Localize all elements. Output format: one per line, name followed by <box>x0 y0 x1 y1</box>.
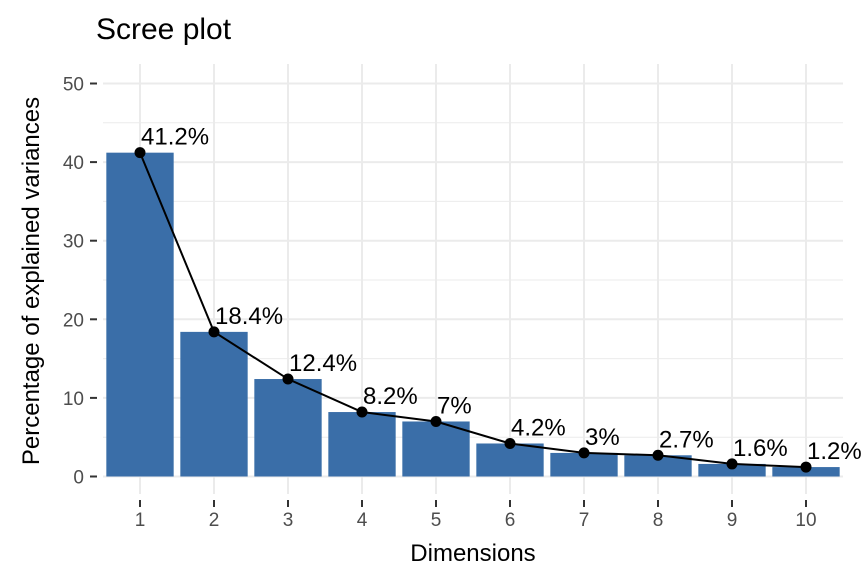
bar-dim-9 <box>698 463 766 477</box>
bar-dim-8 <box>624 455 692 477</box>
y-tick-label: 30 <box>63 232 84 253</box>
point-dim-7 <box>578 447 590 459</box>
data-label-dim-9: 1.6% <box>733 435 788 462</box>
x-tick-label: 10 <box>795 510 816 531</box>
point-dim-5 <box>430 415 442 427</box>
bar-dim-5 <box>402 421 470 477</box>
y-axis-title: Percentage of explained variances <box>18 97 45 465</box>
x-tick-label: 3 <box>283 510 294 531</box>
point-dim-3 <box>282 373 294 385</box>
bar-dim-6 <box>476 443 544 477</box>
data-label-dim-10: 1.2% <box>807 438 862 465</box>
point-dim-8 <box>652 449 664 461</box>
x-tick-label: 8 <box>653 510 664 531</box>
x-tick-label: 6 <box>505 510 516 531</box>
point-dim-6 <box>504 437 516 449</box>
y-tick-label: 20 <box>63 310 84 331</box>
x-tick-label: 9 <box>727 510 738 531</box>
x-tick-label: 7 <box>579 510 590 531</box>
point-dim-9 <box>726 458 738 470</box>
bar-dim-4 <box>328 412 396 477</box>
chart-title: Scree plot <box>96 13 232 46</box>
x-axis: 1 2 3 4 5 6 7 8 9 10 <box>135 500 817 531</box>
variance-line-group <box>134 147 812 473</box>
y-tick-label: 40 <box>63 153 84 174</box>
point-dim-4 <box>356 406 368 418</box>
y-axis: 0 10 20 30 40 50 <box>63 75 97 489</box>
bar-dim-3 <box>254 379 322 477</box>
data-label-dim-5: 7% <box>437 392 472 419</box>
bar-dim-1 <box>106 152 174 477</box>
data-label-dim-2: 18.4% <box>215 303 283 330</box>
point-dim-2 <box>208 326 220 338</box>
x-tick-label: 1 <box>135 510 146 531</box>
point-dim-10 <box>800 461 812 473</box>
x-tick-label: 4 <box>357 510 368 531</box>
point-dim-1 <box>134 147 146 159</box>
data-label-dim-3: 12.4% <box>289 350 357 377</box>
data-label-dim-4: 8.2% <box>363 383 418 410</box>
x-axis-title: Dimensions <box>410 540 535 567</box>
x-tick-label: 2 <box>209 510 220 531</box>
bar-dim-2 <box>180 331 248 477</box>
x-tick-label: 5 <box>431 510 442 531</box>
y-tick-label: 0 <box>73 468 84 489</box>
data-label-dim-8: 2.7% <box>659 426 714 453</box>
data-label-dim-7: 3% <box>585 424 620 451</box>
data-label-dim-6: 4.2% <box>511 414 566 441</box>
data-label-dim-1: 41.2% <box>141 124 209 151</box>
bar-dim-7 <box>550 452 618 477</box>
data-labels-group: 41.2% 18.4%12.4%8.2% 7% 4.2% 3% 2.7% 1.6% 1.2% <box>141 124 862 465</box>
variance-line <box>139 152 807 469</box>
y-tick-label: 10 <box>63 389 84 410</box>
y-tick-label: 50 <box>63 75 84 96</box>
